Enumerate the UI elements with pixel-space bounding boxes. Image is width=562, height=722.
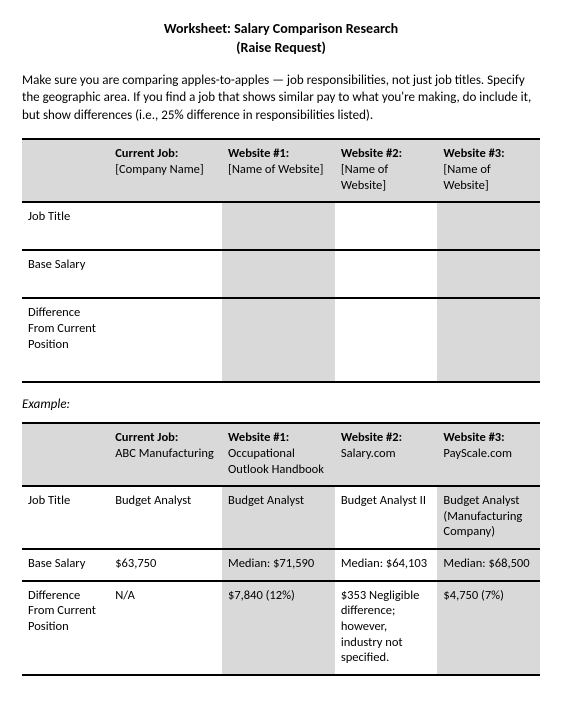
cell: Median: $64,103	[335, 549, 438, 581]
cell	[335, 202, 438, 250]
cell: $63,750	[109, 549, 222, 581]
cell	[335, 250, 438, 298]
header-cell-blank	[22, 423, 109, 486]
header-cell-current: Current Job: ABC Manufacturing	[109, 423, 222, 486]
cell	[222, 298, 335, 382]
cell	[222, 202, 335, 250]
table-row: Base Salary $63,750 Median: $71,590 Medi…	[22, 549, 540, 581]
cell	[109, 298, 222, 382]
header-cell-current: Current Job: [Company Name]	[109, 139, 222, 202]
row-label: Job Title	[22, 202, 109, 250]
cell: $353 Negligible difference; however, ind…	[335, 581, 438, 675]
table-row: Difference From Current Position N/A $7,…	[22, 581, 540, 675]
header-cell-site2: Website #2: [Name of Website]	[335, 139, 438, 202]
table-header-row: Current Job: ABC Manufacturing Website #…	[22, 423, 540, 486]
row-label: Difference From Current Position	[22, 298, 109, 382]
cell: N/A	[109, 581, 222, 675]
table-header-row: Current Job: [Company Name] Website #1: …	[22, 139, 540, 202]
cell: $7,840 (12%)	[222, 581, 335, 675]
cell: Budget Analyst	[109, 486, 222, 549]
cell: $4,750 (7%)	[437, 581, 540, 675]
row-label: Base Salary	[22, 250, 109, 298]
cell: Budget Analyst	[222, 486, 335, 549]
row-label: Base Salary	[22, 549, 109, 581]
row-label: Job Title	[22, 486, 109, 549]
cell	[437, 202, 540, 250]
cell	[437, 250, 540, 298]
cell: Median: $71,590	[222, 549, 335, 581]
header-cell-site3: Website #3: [Name of Website]	[437, 139, 540, 202]
header-cell-site1: Website #1: Occupational Outlook Handboo…	[222, 423, 335, 486]
table-row: Job Title Budget Analyst Budget Analyst …	[22, 486, 540, 549]
cell	[335, 298, 438, 382]
table-row: Difference From Current Position	[22, 298, 540, 382]
cell: Median: $68,500	[437, 549, 540, 581]
cell: Budget Analyst II	[335, 486, 438, 549]
header-cell-site2: Website #2: Salary.com	[335, 423, 438, 486]
cell	[222, 250, 335, 298]
title-line-1: Worksheet: Salary Comparison Research	[164, 20, 398, 37]
cell: Budget Analyst (Manufacturing Company)	[437, 486, 540, 549]
cell	[437, 298, 540, 382]
row-label: Difference From Current Position	[22, 581, 109, 675]
header-cell-site1: Website #1: [Name of Website]	[222, 139, 335, 202]
example-label: Example:	[22, 397, 540, 412]
table-row: Base Salary	[22, 250, 540, 298]
header-cell-site3: Website #3: PayScale.com	[437, 423, 540, 486]
title-line-2: (Raise Request)	[236, 39, 326, 56]
example-comparison-table: Current Job: ABC Manufacturing Website #…	[22, 422, 540, 676]
cell	[109, 250, 222, 298]
intro-paragraph: Make sure you are comparing apples-to-ap…	[22, 72, 540, 125]
cell	[109, 202, 222, 250]
page-title: Worksheet: Salary Comparison Research (R…	[22, 20, 540, 58]
header-cell-blank	[22, 139, 109, 202]
table-row: Job Title	[22, 202, 540, 250]
blank-comparison-table: Current Job: [Company Name] Website #1: …	[22, 138, 540, 383]
